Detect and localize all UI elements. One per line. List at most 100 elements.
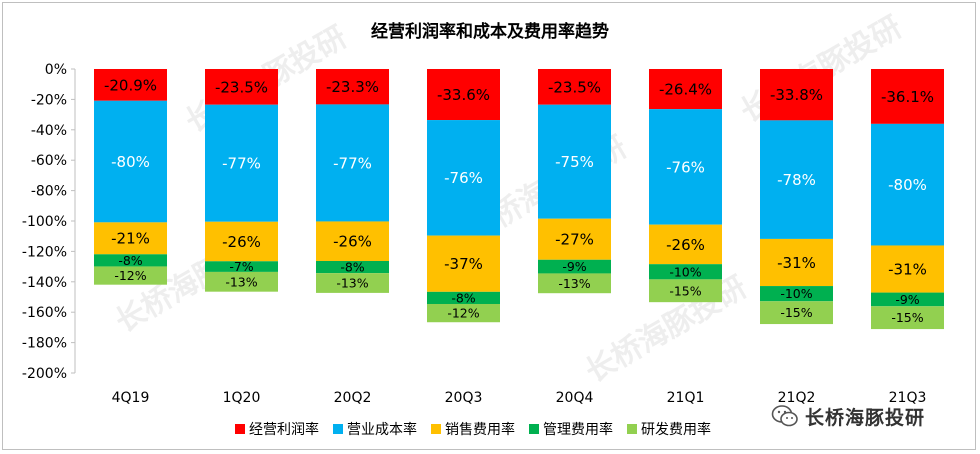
y-tick-label: -200% [22,366,67,382]
y-tick-label: -180% [22,336,67,352]
bar-segment [205,69,278,105]
bar-segment [427,120,500,236]
bar-segment [316,260,389,274]
bar-segment [427,291,500,304]
x-tick-label: 21Q1 [667,390,705,406]
data-label: -8% [340,260,364,275]
legend-swatch [431,424,441,434]
y-tick-label: -160% [22,305,67,321]
y-tick-label: -120% [22,244,67,260]
data-label: -15% [780,305,812,320]
bar-segment [760,286,833,302]
legend-swatch [333,424,343,434]
legend-label: 营业成本率 [347,421,417,438]
data-label: -13% [225,274,257,289]
data-label: -8% [118,253,142,268]
data-label: -12% [447,306,479,321]
bar-layer: -20.9%-80%-21%-8%-12%-23.5%-77%-26%-7%-1… [94,69,944,330]
bar-segment [94,69,167,101]
data-label: -31% [777,254,816,272]
y-tick-label: -100% [22,214,67,230]
x-tick-label: 20Q3 [445,390,483,406]
legend-swatch [529,424,539,434]
data-label: -31% [888,260,927,278]
bar-segment [871,292,944,307]
data-label: -76% [666,158,705,176]
bar-segment [649,69,722,110]
legend-label: 管理费用率 [543,421,613,438]
y-tick-label: 0% [45,62,67,78]
bar-segment [649,279,722,303]
data-label: -13% [558,276,590,291]
data-label: -76% [444,169,483,187]
data-label: -26% [222,233,261,251]
data-label: -36.1% [881,88,934,106]
x-tick-label: 20Q4 [556,390,594,406]
bar-segment [316,69,389,105]
data-label: -77% [333,154,372,172]
bar-segment [316,104,389,222]
data-label: -80% [111,153,150,171]
data-label: -15% [891,310,923,325]
data-label: -13% [336,276,368,291]
bar-segment [871,69,944,124]
data-label: -78% [777,171,816,189]
bar-segment [649,264,722,280]
bar-segment [538,218,611,260]
data-label: -27% [555,231,594,249]
y-tick-label: -140% [22,275,67,291]
bar-segment [538,69,611,105]
data-label: -33.6% [437,86,490,104]
bar-segment [205,104,278,222]
data-label: -75% [555,153,594,171]
bar-segment [205,271,278,292]
bar-segment [538,104,611,219]
bar-segment [205,221,278,262]
data-label: -23.5% [215,78,268,96]
x-tick-label: 4Q19 [112,390,150,406]
data-label: -20.9% [104,76,157,94]
x-tick-label: 21Q3 [889,390,927,406]
data-label: -80% [888,176,927,194]
y-axis: 0% -20% -40% -60% -80% -100% -120% -140% -160% -1… [22,62,76,382]
data-label: -23.3% [326,78,379,96]
bar-segment [538,273,611,294]
bar-segment [316,273,389,293]
legend-swatch [235,424,245,434]
x-axis: 4Q19 1Q20 20Q2 20Q3 20Q4 21Q1 21Q2 21Q3 [112,390,927,406]
data-label: -7% [229,259,253,274]
data-label: -12% [114,268,146,283]
data-label: -8% [451,290,475,305]
bar-segment [94,222,167,255]
bar-segment [760,120,833,239]
data-label: -21% [111,230,150,248]
data-label: -9% [562,259,586,274]
legend: 经营利润率 营业成本率 销售费用率 管理费用率 研发费用率 [235,421,711,438]
bar-segment [649,224,722,265]
data-label: -23.5% [548,78,601,96]
bar-segment [871,245,944,293]
bar-segment [760,69,833,121]
data-label: -15% [669,283,701,298]
legend-label: 销售费用率 [445,421,515,438]
data-label: -26.4% [659,80,712,98]
wechat-icon [771,405,798,427]
bar-segment [205,261,278,272]
legend-label: 经营利润率 [249,421,319,438]
chart-title: 经营利润率和成本及费用率趋势 [371,21,609,42]
x-tick-label: 1Q20 [223,390,261,406]
bar-segment [316,221,389,261]
bar-segment [538,259,611,274]
y-tick-label: -20% [31,92,67,108]
data-label: -10% [669,264,701,279]
data-label: -9% [895,292,919,307]
bar-segment [871,123,944,246]
x-tick-label: 21Q2 [778,390,816,406]
y-tick-label: -60% [31,153,67,169]
data-label: -26% [333,233,372,251]
bar-segment [760,301,833,325]
bar-segment [94,266,167,285]
data-label: -37% [444,255,483,273]
legend-label: 研发费用率 [641,421,711,438]
